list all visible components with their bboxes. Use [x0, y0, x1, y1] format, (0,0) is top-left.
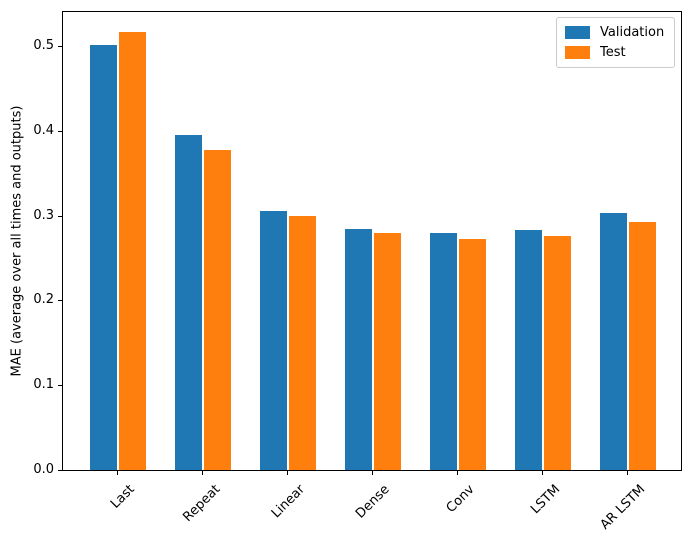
- y-tick-mark: [58, 300, 62, 301]
- y-tick-mark: [58, 131, 62, 132]
- x-tick-label-linear: Linear: [268, 482, 308, 522]
- x-tick-label-last: Last: [108, 482, 138, 512]
- y-tick-mark: [58, 385, 62, 386]
- y-tick-label: 0.2: [33, 292, 54, 307]
- legend-item-test: Test: [565, 44, 664, 61]
- x-tick-label-dense: Dense: [353, 482, 393, 522]
- bar-test-dense: [374, 233, 402, 470]
- bar-validation-conv: [430, 233, 458, 470]
- bar-validation-linear: [260, 211, 288, 470]
- x-tick-mark: [287, 471, 289, 475]
- x-tick-mark: [542, 471, 544, 475]
- bar-validation-ar-lstm: [600, 213, 628, 470]
- bar-validation-lstm: [515, 230, 543, 470]
- x-tick-mark: [202, 471, 204, 475]
- bar-test-lstm: [544, 236, 572, 470]
- y-tick-label: 0.4: [33, 123, 54, 138]
- legend-swatch-test: [565, 46, 590, 59]
- y-tick-mark: [58, 470, 62, 471]
- y-tick-label: 0.3: [33, 208, 54, 223]
- x-tick-mark: [457, 471, 459, 475]
- legend-item-validation: Validation: [565, 24, 664, 41]
- y-tick-mark: [58, 46, 62, 47]
- bar-validation-dense: [345, 229, 373, 470]
- bar-validation-last: [90, 45, 118, 470]
- bar-validation-repeat: [175, 135, 203, 470]
- x-tick-label-lstm: LSTM: [527, 482, 563, 518]
- y-axis-title: MAE (average over all times and outputs): [9, 105, 25, 377]
- legend-label-validation: Validation: [600, 25, 665, 40]
- y-tick-mark: [58, 216, 62, 217]
- x-tick-mark: [627, 471, 629, 475]
- bar-test-conv: [459, 239, 487, 470]
- bar-test-last: [119, 32, 147, 470]
- y-tick-label: 0.1: [33, 377, 54, 392]
- legend-label-test: Test: [600, 45, 626, 60]
- bar-test-ar-lstm: [629, 222, 657, 470]
- legend-swatch-validation: [565, 26, 590, 39]
- x-tick-label-repeat: Repeat: [179, 482, 223, 525]
- x-tick-label-conv: Conv: [444, 482, 478, 516]
- y-tick-label: 0.5: [33, 38, 54, 53]
- x-tick-mark: [372, 471, 374, 475]
- bar-test-repeat: [204, 150, 232, 470]
- legend: Validation Test: [556, 17, 676, 68]
- plot-area: [62, 11, 682, 471]
- x-tick-label-ar-lstm: AR LSTM: [597, 482, 648, 533]
- x-tick-mark: [117, 471, 119, 475]
- bar-test-linear: [289, 216, 317, 470]
- y-tick-label: 0.0: [33, 462, 54, 477]
